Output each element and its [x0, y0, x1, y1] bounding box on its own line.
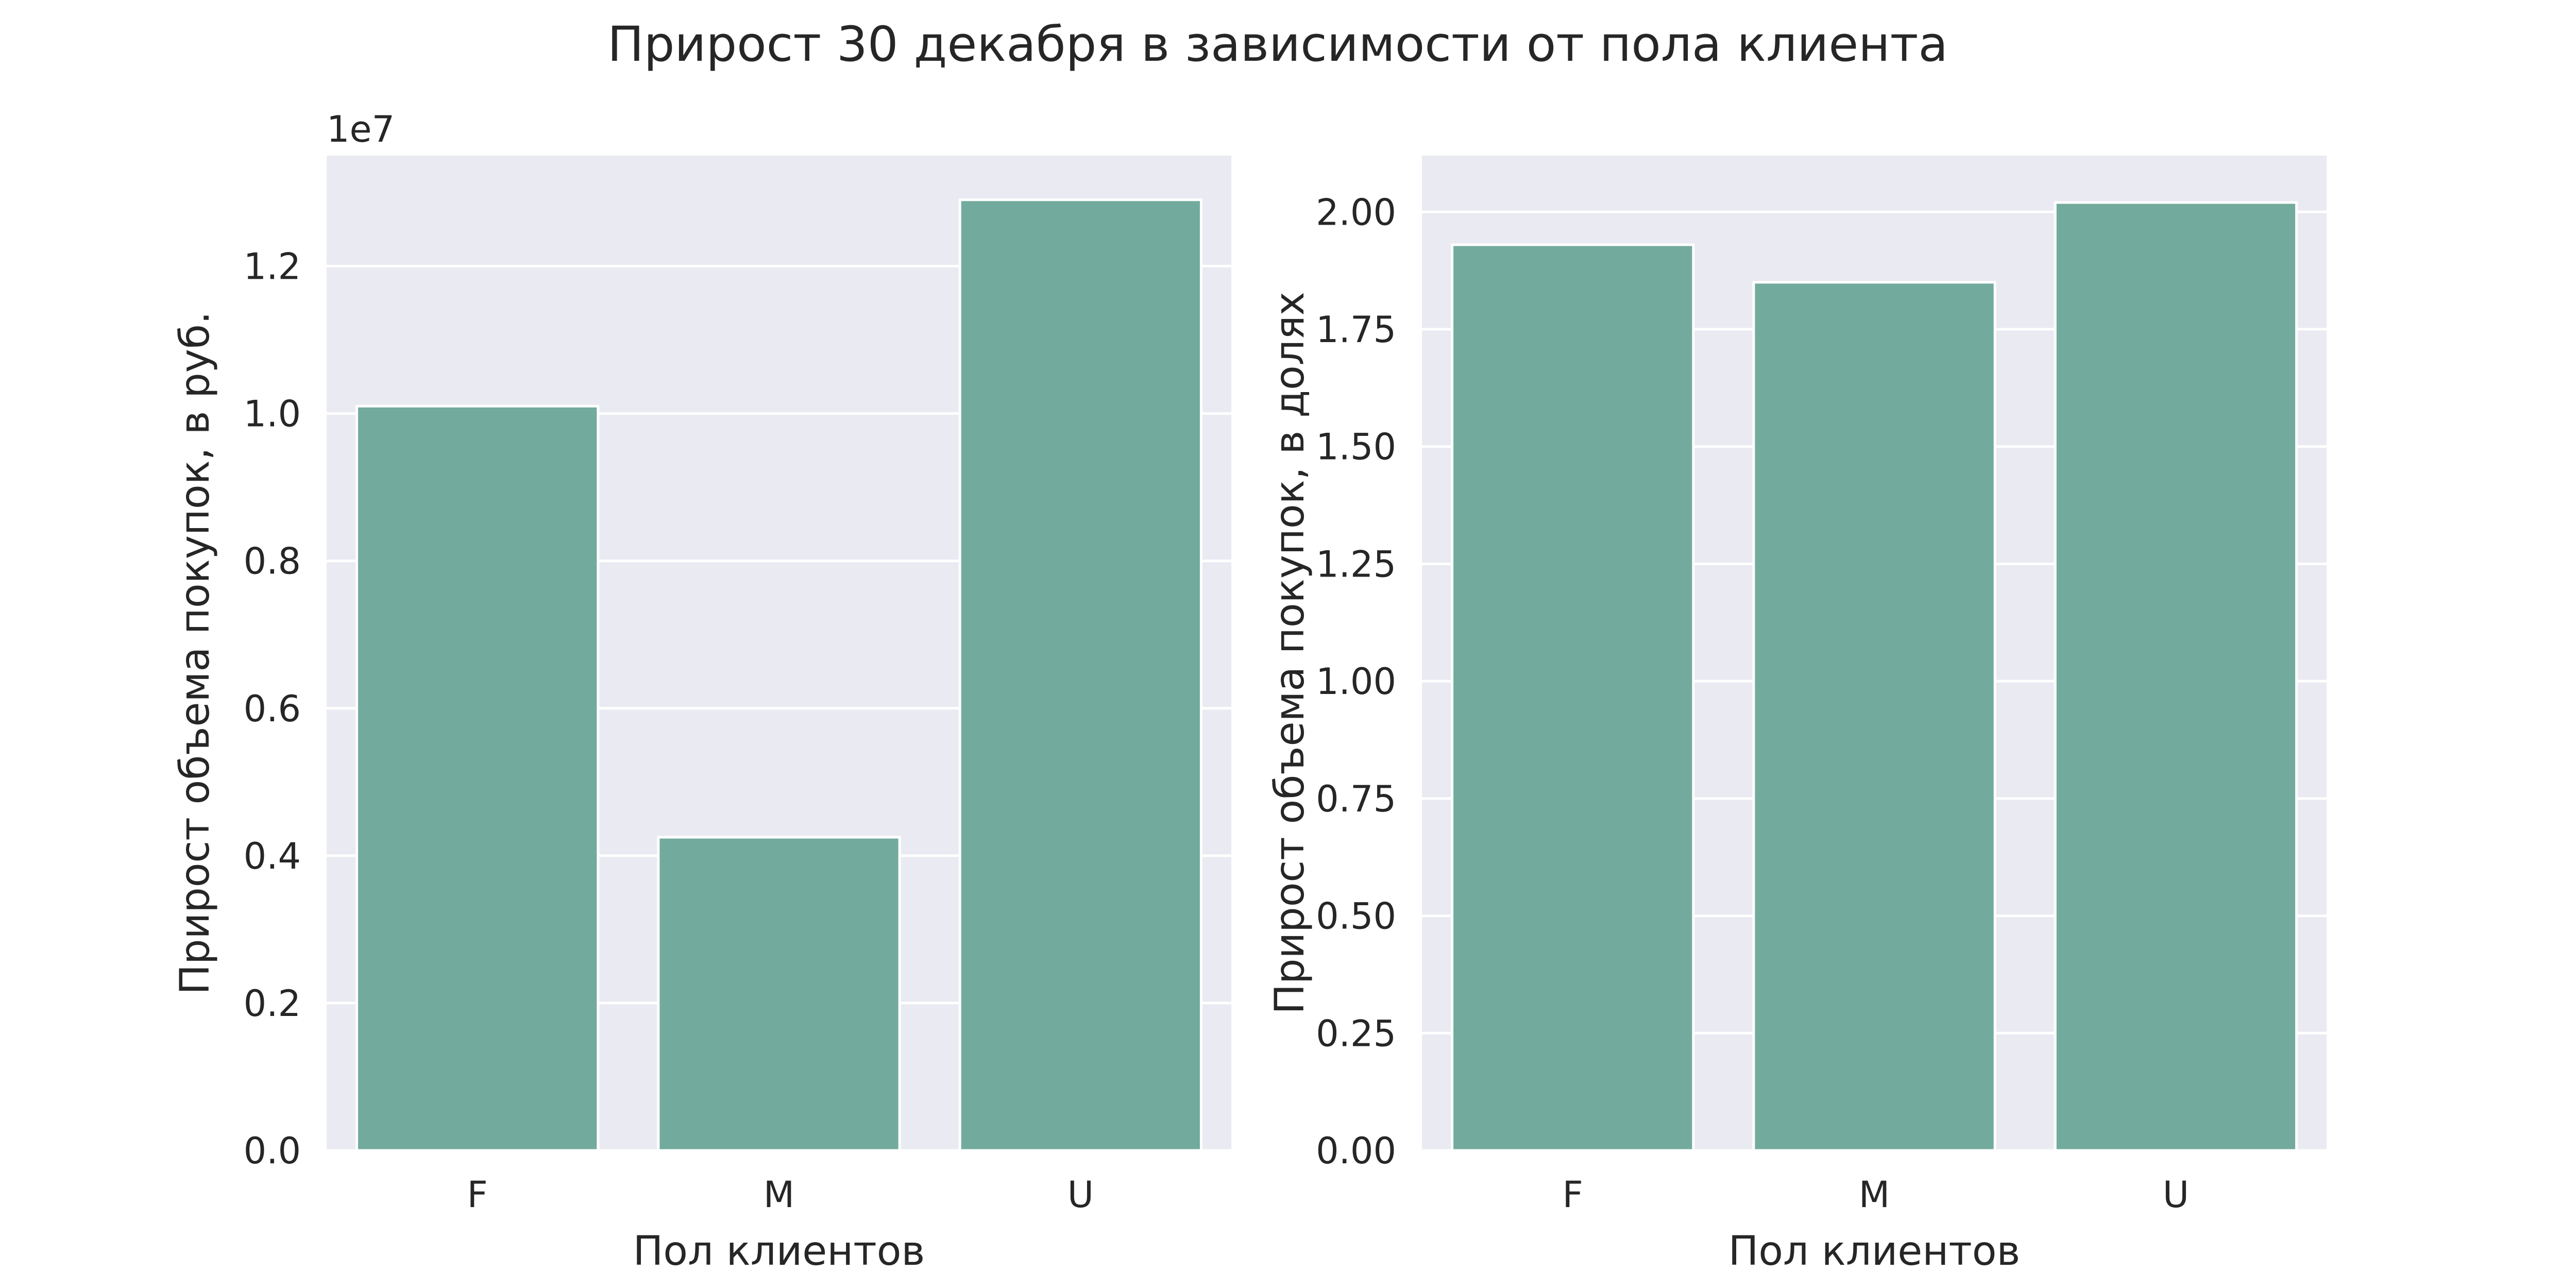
- y-tick-label: 1.50: [1316, 426, 1396, 468]
- bar-f: [1451, 243, 1695, 1152]
- y-tick-label: 1.00: [1316, 660, 1396, 703]
- y-axis-label: Прирост объема покупок, в руб.: [172, 311, 218, 994]
- y-tick-label: 0.2: [244, 982, 301, 1025]
- y-tick-label: 0.00: [1316, 1130, 1396, 1172]
- chart-relative-growth: 0.00 0.25 0.50 0.75 1.00 1.25 1.50 1.75 2.00 F M U П…: [1267, 156, 2327, 1275]
- y-tick-label: 0.8: [244, 540, 301, 583]
- x-tick-label: M: [1859, 1174, 1890, 1216]
- y-axis-label: Прирост объема покупок, в долях: [1267, 292, 1313, 1014]
- bar-m: [657, 836, 901, 1152]
- y-tick-label: 0.50: [1316, 895, 1396, 938]
- figure-title: Прирост 30 декабря в зависимости от пола…: [607, 16, 1948, 73]
- y-tick-label: 1.0: [244, 393, 301, 435]
- y-tick-label: 0.25: [1316, 1012, 1396, 1055]
- y-tick-label: 1.25: [1316, 543, 1396, 585]
- x-axis-label: Пол клиентов: [1728, 1228, 2021, 1275]
- bar-u: [2054, 201, 2298, 1152]
- y-tick-label: 0.4: [244, 835, 301, 877]
- y-tick-label: 0.0: [244, 1130, 301, 1172]
- y-tick-label: 0.6: [244, 688, 301, 730]
- x-tick-label: F: [1563, 1174, 1583, 1216]
- x-tick-label: F: [467, 1174, 488, 1216]
- chart-absolute-growth: 0.0 0.2 0.4 0.6 0.8 1.0 1.2 F M U Пол клиентов Прир…: [172, 108, 1231, 1275]
- y-axis-offset-label: 1e7: [327, 108, 395, 150]
- x-tick-label: M: [764, 1174, 794, 1216]
- y-tick-label: 0.75: [1316, 778, 1396, 820]
- bar-m: [1752, 281, 1996, 1152]
- bar-u: [958, 198, 1202, 1152]
- bar-f: [355, 404, 600, 1152]
- y-tick-label: 1.75: [1316, 309, 1396, 351]
- y-tick-label: 1.2: [244, 246, 301, 288]
- y-tick-label: 2.00: [1316, 191, 1396, 233]
- x-axis-label: Пол клиентов: [633, 1228, 925, 1275]
- x-tick-label: U: [2163, 1174, 2189, 1216]
- x-tick-label: U: [1067, 1174, 1094, 1216]
